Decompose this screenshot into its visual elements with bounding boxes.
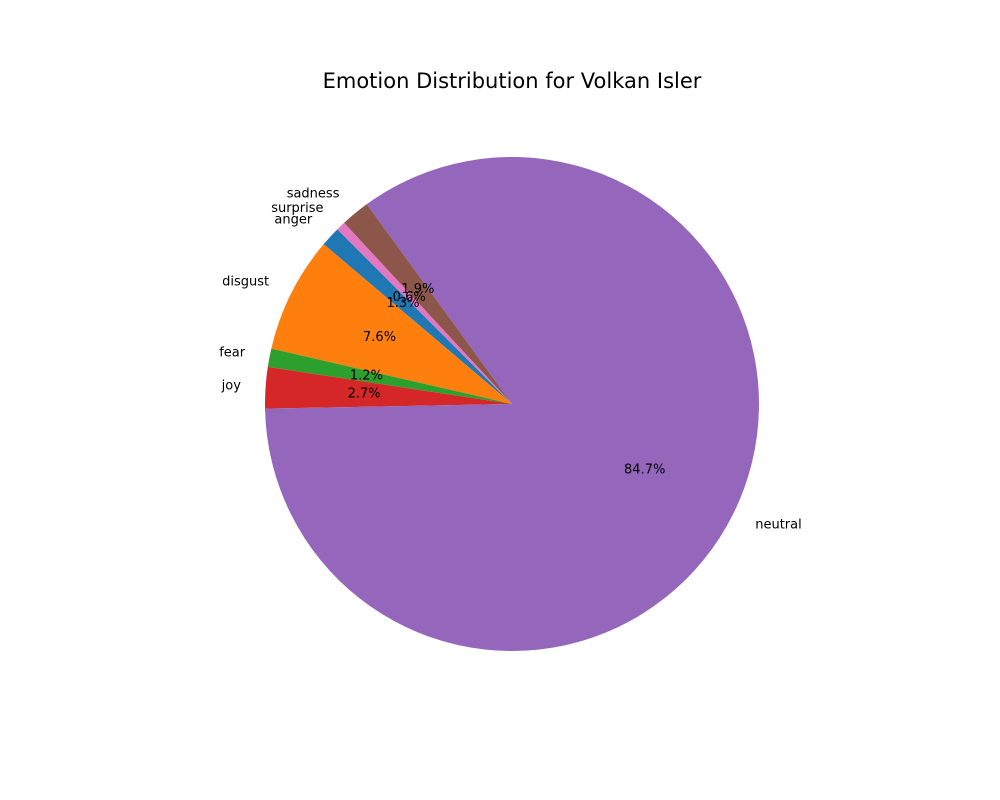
pie-slice-disgust [271,244,512,404]
pie-slice-sadness [344,204,512,404]
category-label-disgust: disgust [222,275,269,290]
pie-slice-fear [267,348,512,404]
pct-label-anger: 1.3% [386,296,419,311]
pie-slices [265,157,760,652]
pie-slice-anger [323,229,512,404]
category-label-joy: joy [221,379,242,394]
pct-label-disgust: 7.6% [363,330,396,345]
pie-slice-surprise [337,222,512,404]
pie-category-labels: anger disgust fear joy neutral sadnesssurpris… [219,187,802,533]
category-label-surprise: surprise [271,201,323,216]
pie-percent-labels: 1.3% 7.6% 1.2% 2.7% 84.7% 1.9%0.6% [348,282,666,478]
pct-label-joy: 2.7% [348,387,381,402]
category-label-fear: fear [219,346,246,361]
pct-label-fear: 1.2% [350,369,383,384]
pie-slice-neutral [265,157,760,652]
pct-label-sadness: 1.9% [401,282,434,297]
category-label-anger: anger [274,212,312,227]
pct-label-neutral: 84.7% [624,463,665,478]
pie-slice-joy [265,366,512,409]
chart-title: Emotion Distribution for Volkan Isler [323,69,702,93]
category-label-sadness: sadness [287,187,340,202]
pct-label-surprise: 0.6% [393,290,426,305]
category-label-neutral: neutral [755,518,802,533]
